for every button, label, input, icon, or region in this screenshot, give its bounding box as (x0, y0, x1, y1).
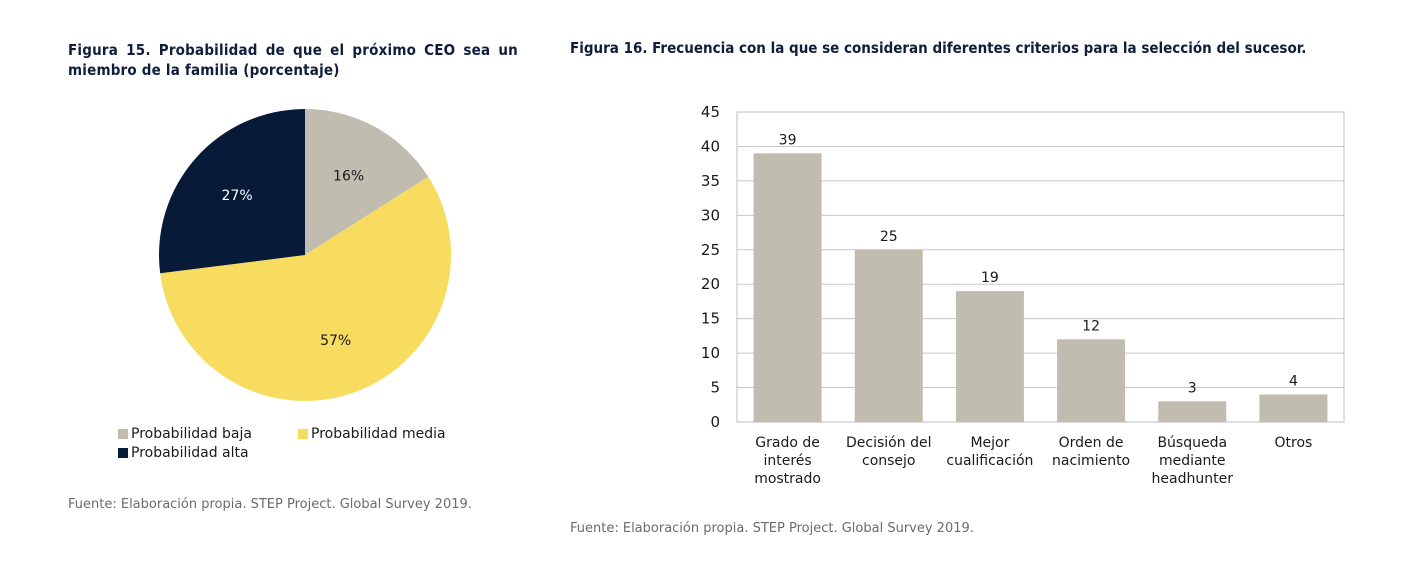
legend-swatch-alta (118, 448, 128, 458)
legend-item-baja: Probabilidad baja (118, 426, 252, 442)
bar (854, 249, 923, 422)
y-tick-label: 0 (710, 413, 720, 431)
bar (955, 291, 1024, 422)
figure-16-source: Fuente: Elaboración propia. STEP Project… (570, 521, 974, 536)
bar-data-label: 4 (1289, 373, 1298, 389)
x-tick-label: Otros (1275, 435, 1313, 451)
legend-item-media: Probabilidad media (298, 426, 446, 442)
pie-data-label-alta: 27% (222, 188, 253, 204)
pie-slice-baja (305, 109, 429, 255)
bar-data-label: 19 (981, 270, 999, 286)
y-tick-label: 15 (701, 310, 720, 328)
x-tick-label: Búsqueda mediante headhunter (1152, 435, 1234, 487)
legend-label-alta: Probabilidad alta (131, 445, 249, 461)
pie-slice-alta (159, 109, 305, 274)
bar-chart: 0 5 10 15 20 25 30 35 40 45 39 Grado de interés mostr… (701, 103, 1345, 487)
y-tick-label: 5 (710, 379, 720, 397)
pie-data-label-media: 57% (320, 333, 351, 349)
plot-frame (736, 111, 1345, 423)
bar (1057, 339, 1126, 422)
legend-label-media: Probabilidad media (311, 426, 446, 442)
legend-item-alta: Probabilidad alta (118, 445, 249, 461)
x-tick-label: Orden de nacimiento (1052, 435, 1130, 469)
bar-data-label: 12 (1082, 318, 1100, 334)
y-tick-label: 35 (701, 172, 720, 190)
bar-data-label: 3 (1188, 380, 1197, 396)
x-tick-label: Grado de interés mostrado (754, 435, 821, 487)
y-tick-label: 45 (701, 103, 720, 121)
pie-slice-media (160, 176, 452, 402)
legend-label-baja: Probabilidad baja (131, 426, 252, 442)
x-tick-label: Mejor cualificación (946, 435, 1033, 469)
figure-15-title: Figura 15. Probabilidad de que el próxim… (68, 41, 518, 79)
legend-swatch-baja (118, 429, 128, 439)
bar (753, 153, 822, 423)
x-tick-label: Decisión del consejo (846, 435, 931, 469)
y-tick-label: 40 (701, 137, 720, 155)
pie-data-label-baja: 16% (333, 169, 364, 185)
y-tick-label: 10 (701, 344, 720, 362)
y-tick-label: 30 (701, 206, 720, 224)
figure-16-title: Figura 16. Frecuencia con la que se cons… (570, 39, 1307, 57)
bar-data-label: 39 (779, 132, 797, 148)
y-tick-label: 20 (701, 275, 720, 293)
bar (1259, 394, 1328, 422)
legend-swatch-media (298, 429, 308, 439)
bar (1158, 401, 1227, 422)
pie-chart: 16% 57% 27% (159, 109, 452, 402)
figure-15-source: Fuente: Elaboración propia. STEP Project… (68, 497, 472, 512)
bar-data-label: 25 (880, 229, 898, 245)
y-tick-label: 25 (701, 241, 720, 259)
